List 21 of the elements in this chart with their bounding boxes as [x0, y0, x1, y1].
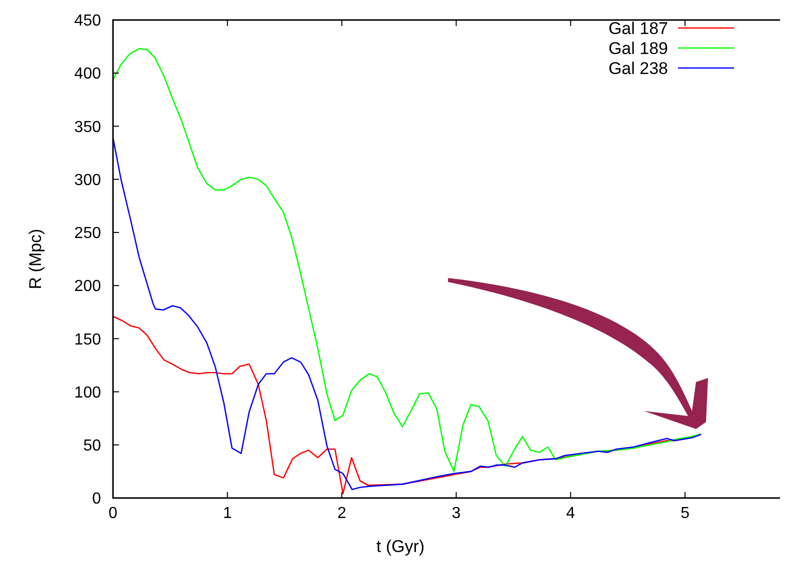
y-tick-label: 50 [83, 437, 102, 454]
y-tick-label: 350 [74, 118, 102, 136]
legend-label: Gal 189 [608, 39, 668, 58]
legend-label: Gal 238 [608, 59, 668, 78]
legend-label: Gal 187 [608, 19, 668, 38]
y-tick-label: 0 [92, 490, 102, 508]
x-axis-title: t (Gyr) [376, 537, 425, 556]
y-tick-label: 100 [74, 384, 102, 402]
x-tick-label: 1 [222, 505, 232, 522]
x-tick-label: 0 [108, 505, 118, 522]
x-tick-label: 2 [337, 505, 346, 522]
y-tick-label: 400 [74, 66, 102, 83]
y-tick-label: 450 [74, 12, 102, 30]
y-tick-label: 150 [74, 331, 102, 348]
x-tick-label: 5 [680, 505, 690, 522]
x-tick-label: 3 [452, 505, 461, 522]
y-axis-title: R (Mpc) [26, 228, 45, 290]
x-tick-label: 4 [566, 505, 576, 522]
y-tick-label: 200 [74, 278, 102, 296]
y-tick-label: 300 [74, 172, 102, 189]
y-tick-label: 250 [74, 225, 102, 242]
